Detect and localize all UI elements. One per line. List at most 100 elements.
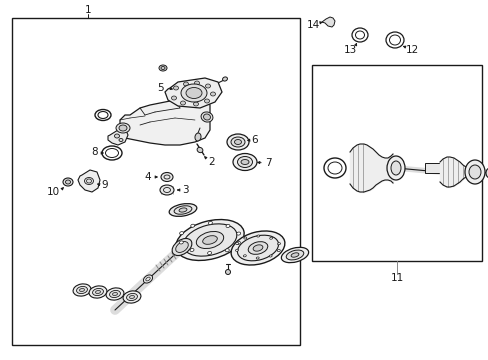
Ellipse shape (285, 250, 303, 260)
Ellipse shape (468, 165, 480, 179)
Ellipse shape (112, 292, 117, 296)
Ellipse shape (236, 241, 240, 244)
Ellipse shape (160, 185, 174, 195)
Ellipse shape (95, 291, 100, 293)
Text: 11: 11 (389, 273, 403, 283)
Ellipse shape (485, 168, 488, 178)
Ellipse shape (174, 206, 191, 214)
Ellipse shape (159, 65, 167, 71)
Ellipse shape (197, 147, 203, 153)
Ellipse shape (180, 101, 185, 105)
Ellipse shape (173, 86, 178, 90)
Ellipse shape (143, 275, 152, 283)
Ellipse shape (183, 82, 188, 86)
Ellipse shape (243, 255, 246, 257)
Ellipse shape (126, 293, 137, 301)
Ellipse shape (248, 242, 267, 255)
Text: 3: 3 (182, 185, 188, 195)
Ellipse shape (190, 248, 194, 252)
Ellipse shape (84, 177, 93, 185)
Ellipse shape (226, 134, 248, 150)
Ellipse shape (109, 291, 120, 298)
Ellipse shape (106, 288, 123, 300)
Ellipse shape (225, 249, 229, 252)
Ellipse shape (63, 178, 73, 186)
Text: 9: 9 (102, 180, 108, 190)
Ellipse shape (190, 224, 194, 227)
Ellipse shape (256, 257, 259, 259)
Ellipse shape (193, 102, 198, 106)
Ellipse shape (277, 249, 280, 252)
Polygon shape (78, 170, 100, 192)
Ellipse shape (269, 255, 272, 257)
Ellipse shape (205, 84, 210, 88)
Ellipse shape (89, 286, 107, 298)
Ellipse shape (202, 236, 217, 244)
Ellipse shape (201, 112, 212, 122)
Ellipse shape (231, 231, 285, 265)
Ellipse shape (256, 235, 259, 237)
Polygon shape (120, 98, 209, 145)
Ellipse shape (172, 238, 191, 256)
Ellipse shape (241, 159, 248, 165)
Ellipse shape (225, 224, 229, 228)
Ellipse shape (232, 153, 257, 171)
Ellipse shape (277, 243, 280, 245)
Ellipse shape (123, 291, 141, 303)
Ellipse shape (194, 81, 199, 85)
Polygon shape (321, 17, 334, 27)
Ellipse shape (161, 67, 164, 69)
Ellipse shape (464, 160, 484, 184)
Ellipse shape (204, 99, 209, 103)
Text: 2: 2 (208, 157, 215, 167)
Ellipse shape (253, 245, 263, 251)
Ellipse shape (176, 220, 244, 261)
Ellipse shape (237, 157, 252, 167)
Ellipse shape (65, 180, 70, 184)
Ellipse shape (225, 270, 230, 274)
Ellipse shape (181, 84, 206, 102)
Text: 13: 13 (343, 45, 356, 55)
Bar (12, 18, 299, 345)
Polygon shape (164, 78, 222, 108)
Ellipse shape (237, 235, 278, 261)
Ellipse shape (236, 232, 240, 235)
Text: 5: 5 (156, 83, 163, 93)
Ellipse shape (244, 237, 246, 239)
Ellipse shape (119, 139, 123, 141)
Ellipse shape (290, 253, 298, 257)
Bar (424, 163, 440, 173)
Ellipse shape (235, 249, 238, 251)
Ellipse shape (222, 77, 227, 81)
Bar (311, 65, 481, 261)
Ellipse shape (92, 288, 103, 296)
Ellipse shape (179, 208, 186, 212)
Ellipse shape (235, 242, 238, 244)
Text: 6: 6 (251, 135, 258, 145)
Ellipse shape (129, 296, 134, 298)
Ellipse shape (179, 231, 183, 235)
Text: 7: 7 (264, 158, 271, 168)
Ellipse shape (175, 242, 188, 252)
Text: 10: 10 (46, 187, 60, 197)
Ellipse shape (386, 156, 404, 180)
Ellipse shape (390, 161, 400, 175)
Ellipse shape (116, 123, 130, 133)
Ellipse shape (195, 133, 201, 141)
Ellipse shape (196, 231, 223, 248)
Text: 4: 4 (144, 172, 151, 182)
Ellipse shape (114, 134, 119, 138)
Ellipse shape (169, 204, 197, 216)
Text: 14: 14 (306, 20, 319, 30)
Ellipse shape (73, 284, 91, 296)
Text: 12: 12 (405, 45, 418, 55)
Ellipse shape (208, 221, 212, 225)
Ellipse shape (269, 237, 272, 239)
Polygon shape (108, 128, 128, 145)
Ellipse shape (230, 137, 244, 147)
Ellipse shape (210, 92, 215, 96)
Ellipse shape (77, 287, 87, 293)
Text: 1: 1 (84, 5, 91, 15)
Ellipse shape (179, 241, 183, 244)
Ellipse shape (80, 288, 84, 292)
